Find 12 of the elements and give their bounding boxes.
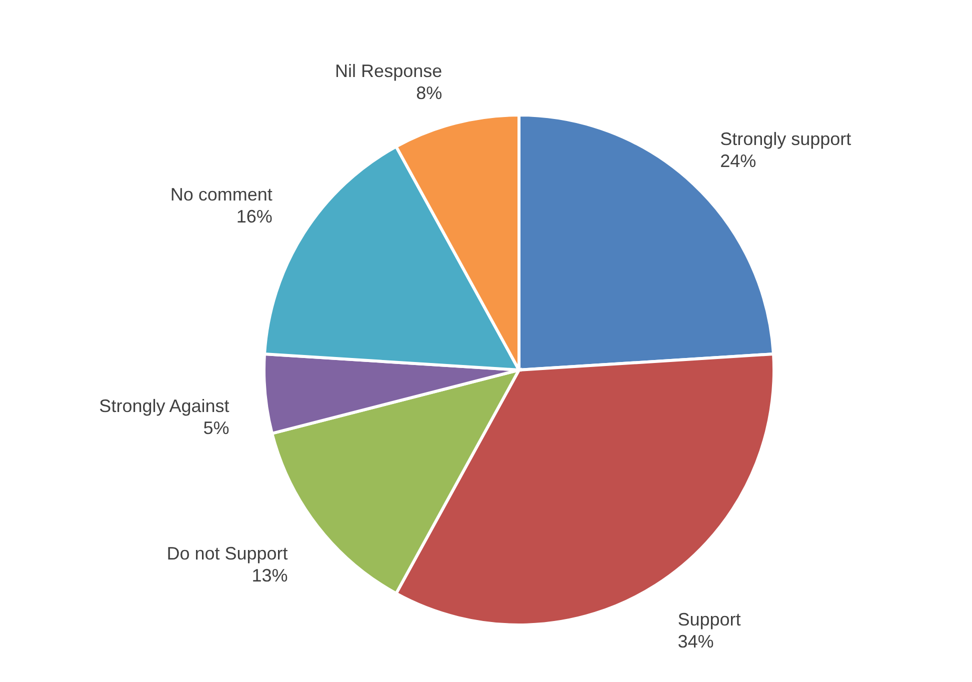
data-label: 8% xyxy=(416,82,442,103)
slice-label: Strongly support xyxy=(720,129,852,150)
data-label: 13% xyxy=(252,566,288,586)
slice-label: Support xyxy=(678,610,741,630)
slice-label: Do not Support xyxy=(166,544,288,564)
slice-label: Nil Response xyxy=(335,60,442,81)
slice-label: No comment xyxy=(170,184,272,204)
data-label: 5% xyxy=(203,418,230,438)
slice-label: Strongly Against xyxy=(99,396,230,416)
data-label: 24% xyxy=(720,151,756,172)
data-label: 34% xyxy=(678,632,714,652)
data-label: 16% xyxy=(236,206,272,226)
